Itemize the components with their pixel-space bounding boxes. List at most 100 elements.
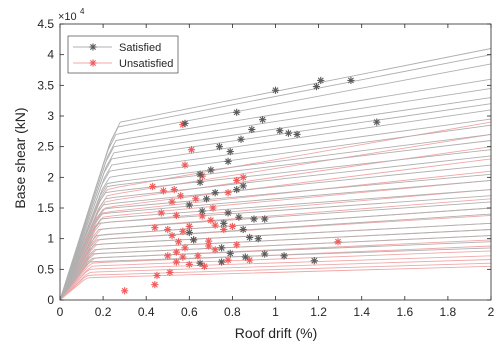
marker-unsatisfied bbox=[166, 268, 174, 276]
marker-unsatisfied bbox=[151, 281, 159, 289]
marker-unsatisfied bbox=[211, 221, 219, 229]
marker-satisfied bbox=[254, 235, 262, 243]
marker-satisfied bbox=[218, 244, 226, 252]
x-tick-label: 0 bbox=[57, 305, 64, 319]
marker-unsatisfied bbox=[164, 252, 172, 260]
marker-unsatisfied bbox=[179, 253, 187, 261]
curve-satisfied bbox=[59, 222, 492, 301]
marker-unsatisfied bbox=[164, 225, 172, 234]
marker-unsatisfied bbox=[194, 252, 202, 260]
marker-unsatisfied bbox=[185, 222, 193, 230]
marker-unsatisfied bbox=[181, 161, 189, 169]
marker-unsatisfied bbox=[239, 173, 247, 181]
curve-satisfied bbox=[59, 164, 492, 301]
marker-satisfied bbox=[224, 209, 232, 217]
marker-satisfied bbox=[246, 233, 254, 242]
marker-satisfied bbox=[196, 178, 204, 186]
marker-satisfied bbox=[250, 215, 258, 223]
curve-unsatisfied bbox=[59, 146, 492, 301]
curve-satisfied bbox=[59, 247, 492, 301]
marker-unsatisfied bbox=[233, 176, 241, 184]
y-tick-label: 1.5 bbox=[37, 201, 54, 215]
marker-satisfied bbox=[185, 201, 193, 209]
marker-satisfied bbox=[233, 108, 241, 116]
x-tick-label: 1.6 bbox=[396, 305, 413, 319]
x-tick-label: 2 bbox=[488, 305, 495, 319]
marker-unsatisfied bbox=[181, 244, 189, 252]
x-tick-label: 1.2 bbox=[310, 305, 327, 319]
marker-satisfied bbox=[280, 252, 288, 260]
marker-satisfied bbox=[215, 143, 224, 151]
marker-unsatisfied bbox=[209, 204, 217, 212]
x-tick-label: 0.4 bbox=[138, 305, 155, 319]
marker-satisfied bbox=[261, 250, 269, 258]
y-tick-label: 0 bbox=[47, 293, 54, 307]
marker-satisfied bbox=[317, 76, 325, 85]
marker-satisfied bbox=[310, 257, 318, 265]
marker-satisfied bbox=[181, 119, 189, 127]
curve-satisfied bbox=[59, 133, 492, 301]
marker-satisfied bbox=[185, 228, 193, 237]
curve-unsatisfied bbox=[59, 262, 492, 301]
marker-unsatisfied bbox=[159, 187, 168, 195]
marker-satisfied bbox=[207, 166, 215, 174]
marker-satisfied bbox=[248, 125, 256, 134]
marker-satisfied bbox=[198, 207, 206, 215]
marker-satisfied bbox=[226, 147, 234, 156]
marker-satisfied bbox=[312, 82, 321, 91]
curve-satisfied bbox=[59, 195, 492, 301]
marker-unsatisfied bbox=[177, 192, 185, 200]
marker-unsatisfied bbox=[246, 256, 254, 264]
legend-label-unsatisfied: Unsatisfied bbox=[119, 58, 173, 70]
marker-satisfied bbox=[211, 189, 219, 197]
marker-unsatisfied bbox=[149, 182, 157, 191]
curve-satisfied bbox=[59, 235, 492, 301]
legend-marker-unsatisfied bbox=[89, 59, 97, 67]
curve-satisfied bbox=[59, 118, 492, 301]
marker-unsatisfied bbox=[157, 209, 165, 217]
y-tick-label: 2.5 bbox=[37, 140, 54, 154]
marker-satisfied bbox=[196, 259, 204, 267]
marker-satisfied bbox=[239, 182, 247, 190]
marker-unsatisfied bbox=[207, 216, 215, 224]
x-axis-label: Roof drift (%) bbox=[235, 325, 317, 341]
y-tick-label: 2 bbox=[47, 170, 54, 184]
marker-unsatisfied bbox=[174, 238, 183, 246]
curve-unsatisfied bbox=[59, 170, 492, 301]
y-multiplier-label: ×10 bbox=[58, 11, 77, 23]
curve-unsatisfied bbox=[59, 255, 492, 301]
marker-unsatisfied bbox=[334, 238, 342, 246]
marker-unsatisfied bbox=[228, 222, 236, 230]
legend-marker-satisfied bbox=[89, 43, 97, 51]
y-tick-label: 4.5 bbox=[37, 17, 54, 31]
x-tick-label: 0.6 bbox=[181, 305, 198, 319]
marker-satisfied bbox=[239, 225, 247, 234]
marker-unsatisfied bbox=[224, 189, 232, 197]
marker-unsatisfied bbox=[168, 232, 176, 240]
marker-satisfied bbox=[220, 219, 228, 227]
legend-box bbox=[67, 35, 179, 74]
marker-unsatisfied bbox=[172, 258, 180, 266]
marker-unsatisfied bbox=[185, 260, 193, 269]
curve-satisfied bbox=[59, 201, 492, 301]
marker-satisfied bbox=[224, 157, 232, 165]
curve-satisfied bbox=[59, 63, 492, 301]
marker-satisfied bbox=[284, 129, 293, 137]
x-tick-label: 1.4 bbox=[353, 305, 370, 319]
y-tick-label: 1 bbox=[47, 232, 54, 246]
marker-unsatisfied bbox=[220, 225, 228, 234]
marker-satisfied bbox=[276, 127, 284, 135]
marker-unsatisfied bbox=[170, 186, 178, 194]
data-markers bbox=[121, 76, 381, 295]
marker-satisfied bbox=[233, 186, 241, 194]
marker-satisfied bbox=[190, 236, 198, 244]
marker-unsatisfied bbox=[224, 256, 232, 264]
marker-satisfied bbox=[235, 213, 243, 221]
legend-label-satisfied: Satisfied bbox=[119, 42, 161, 54]
capacity-curves bbox=[59, 48, 492, 301]
marker-satisfied bbox=[261, 215, 269, 223]
marker-unsatisfied bbox=[172, 248, 180, 256]
curve-unsatisfied bbox=[59, 179, 492, 301]
x-tick-label: 1.8 bbox=[440, 305, 457, 319]
